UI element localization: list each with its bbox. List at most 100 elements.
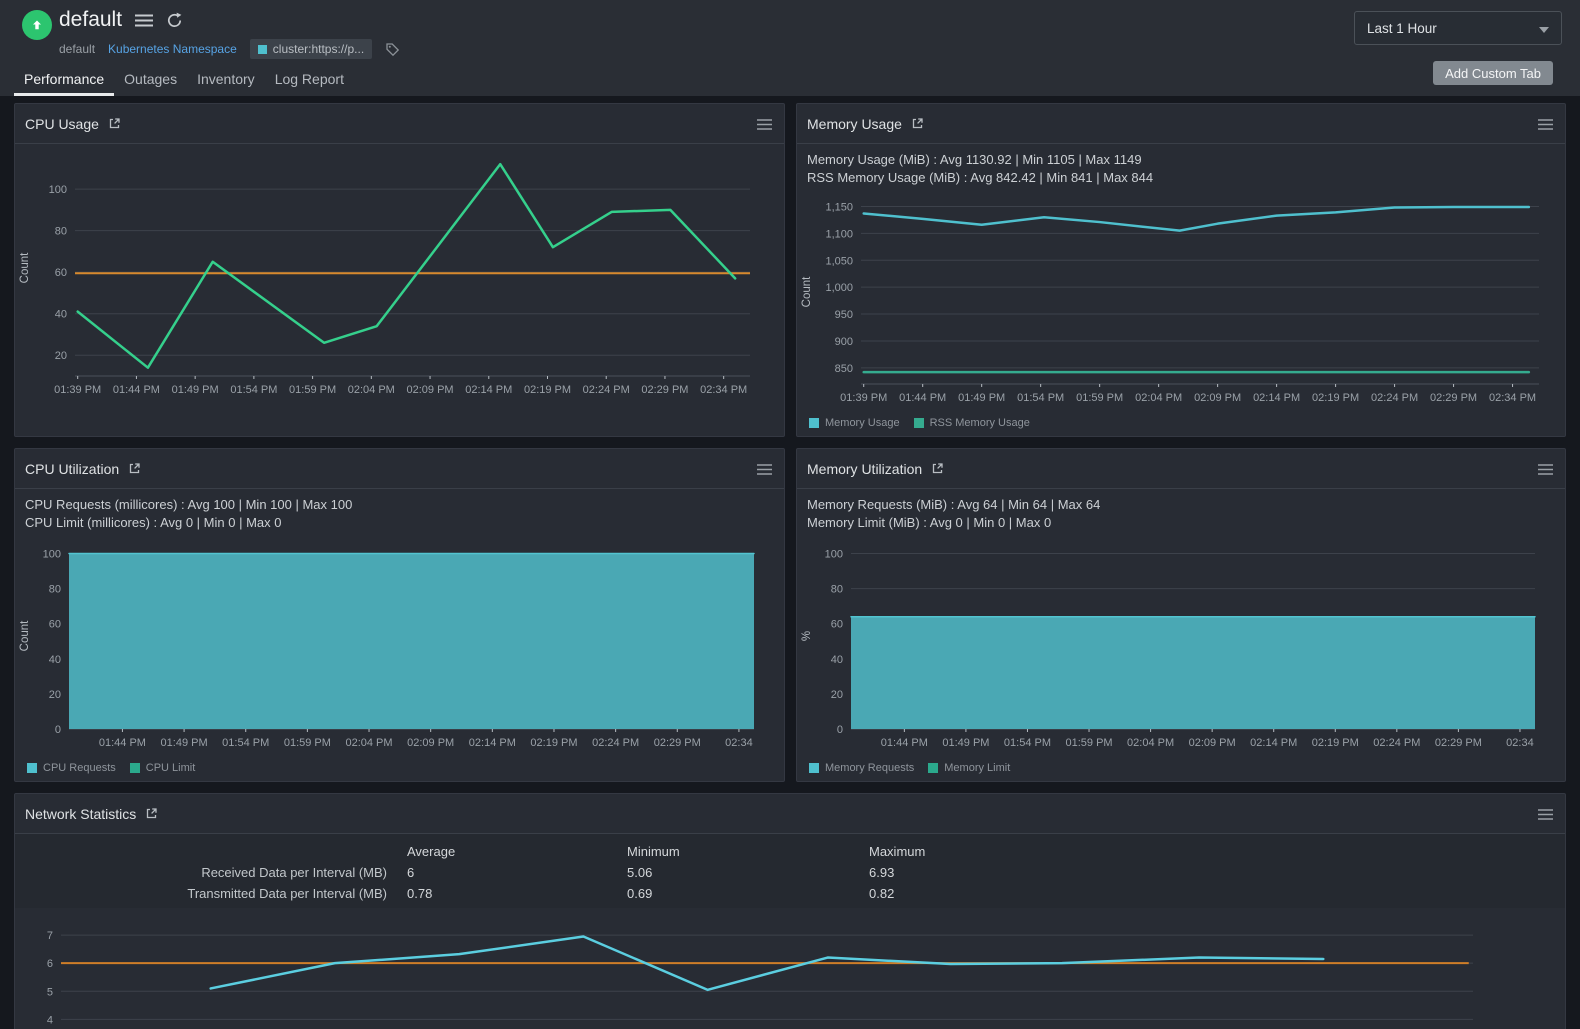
stat-line: Memory Usage (MiB) : Avg 1130.92 | Min 1… — [807, 152, 1142, 167]
svg-text:02:04 PM: 02:04 PM — [345, 737, 392, 749]
svg-text:1,050: 1,050 — [825, 255, 853, 267]
cell-value: 6.93 — [869, 865, 895, 880]
legend-item-memory-limit[interactable]: Memory Limit — [928, 762, 1010, 774]
memory-usage-legend: Memory Usage RSS Memory Usage — [797, 412, 1565, 429]
panel-menu-icon[interactable] — [757, 462, 772, 480]
table-row-received-data: Received Data per Interval (MB) 6 5.06 6… — [15, 862, 1565, 883]
memory-usage-chart: 850 900 950 1,000 1,050 1,100 1,150 01:39 PM 01:… — [797, 190, 1565, 412]
cell-value: 6 — [407, 865, 415, 880]
dashboard-content: CPU Usage 20 40 60 80 100 01:39 PM 01:44 PM 01:… — [0, 96, 1580, 1029]
monitor-title: default — [59, 8, 123, 31]
panel-title: Memory Usage — [807, 115, 902, 132]
svg-text:01:59 PM: 01:59 PM — [284, 737, 331, 749]
svg-text:7: 7 — [47, 930, 53, 942]
tab-bar: Performance Outages Inventory Log Report — [14, 71, 354, 96]
svg-text:01:49 PM: 01:49 PM — [172, 384, 219, 396]
memory-utilization-stats: Memory Requests (MiB) : Avg 64 | Min 64 … — [797, 489, 1565, 535]
panel-title: Memory Utilization — [807, 460, 923, 477]
svg-text:02:19 PM: 02:19 PM — [530, 737, 577, 749]
stat-line: Memory Requests (MiB) : Avg 64 | Min 64 … — [807, 497, 1101, 512]
legend-label: CPU Limit — [145, 762, 196, 775]
monitor-status-icon — [22, 10, 52, 40]
stat-line: CPU Requests (millicores) : Avg 100 | Mi… — [25, 497, 353, 512]
tab-outages[interactable]: Outages — [124, 71, 178, 87]
expand-chart-icon[interactable] — [128, 462, 141, 475]
legend-label: Memory Limit — [944, 762, 1011, 775]
svg-text:60: 60 — [49, 619, 61, 631]
svg-text:100: 100 — [43, 549, 61, 561]
refresh-icon[interactable] — [166, 12, 183, 29]
svg-text:01:59 PM: 01:59 PM — [1065, 737, 1112, 749]
tab-log-report[interactable]: Log Report — [274, 71, 344, 87]
time-range-value: Last 1 Hour — [1367, 20, 1437, 36]
tab-performance[interactable]: Performance — [14, 71, 115, 96]
svg-text:80: 80 — [831, 584, 843, 596]
panel-title: CPU Utilization — [25, 460, 120, 477]
svg-text:1,150: 1,150 — [825, 202, 853, 214]
svg-text:20: 20 — [831, 689, 843, 701]
svg-text:Count: Count — [19, 252, 31, 283]
expand-chart-icon[interactable] — [145, 807, 158, 820]
svg-text:6: 6 — [47, 958, 53, 970]
row-label: Transmitted Data per Interval (MB) — [187, 886, 387, 901]
network-statistics-panel: Network Statistics Average Minimum Maxim… — [14, 793, 1566, 1029]
svg-text:02:04 PM: 02:04 PM — [1127, 737, 1174, 749]
tag-icon[interactable] — [385, 42, 400, 57]
svg-text:01:59 PM: 01:59 PM — [289, 384, 336, 396]
panel-menu-icon[interactable] — [1538, 462, 1553, 480]
svg-text:80: 80 — [49, 584, 61, 596]
time-range-dropdown[interactable]: Last 1 Hour — [1354, 11, 1562, 45]
svg-text:02:29 PM: 02:29 PM — [1430, 392, 1477, 404]
svg-text:02:14 PM: 02:14 PM — [469, 737, 516, 749]
svg-text:0: 0 — [55, 724, 61, 736]
svg-text:01:54 PM: 01:54 PM — [1017, 392, 1064, 404]
tag-label: cluster:https://p... — [272, 42, 365, 56]
svg-text:02:24 PM: 02:24 PM — [1373, 737, 1420, 749]
svg-text:Count: Count — [19, 620, 31, 651]
expand-chart-icon[interactable] — [931, 462, 944, 475]
svg-text:01:49 PM: 01:49 PM — [161, 737, 208, 749]
svg-text:5: 5 — [47, 986, 53, 998]
svg-text:60: 60 — [55, 267, 67, 279]
svg-text:100: 100 — [49, 184, 67, 196]
expand-chart-icon[interactable] — [911, 117, 924, 130]
expand-chart-icon[interactable] — [108, 117, 121, 130]
svg-text:80: 80 — [55, 226, 67, 238]
tab-inventory[interactable]: Inventory — [197, 71, 255, 87]
svg-text:02:09 PM: 02:09 PM — [407, 737, 454, 749]
svg-text:01:44 PM: 01:44 PM — [881, 737, 928, 749]
svg-text:01:39 PM: 01:39 PM — [54, 384, 101, 396]
legend-item-memory-usage[interactable]: Memory Usage — [809, 417, 900, 429]
add-custom-tab-button[interactable]: Add Custom Tab — [1433, 61, 1553, 85]
table-row-transmitted-data: Transmitted Data per Interval (MB) 0.78 … — [15, 883, 1565, 904]
svg-text:02:34: 02:34 — [1506, 737, 1534, 749]
legend-item-cpu-limit[interactable]: CPU Limit — [129, 762, 196, 775]
panel-menu-icon[interactable] — [1538, 117, 1553, 135]
cell-value: 0.69 — [627, 886, 653, 901]
top-header: default default Kubernetes Namespace clu… — [0, 0, 1580, 96]
panel-menu-icon[interactable] — [1538, 807, 1553, 825]
cpu-utilization-panel: CPU Utilization CPU Requests (millicores… — [14, 448, 785, 782]
legend-label: RSS Memory Usage — [929, 417, 1030, 430]
memory-usage-panel: Memory Usage Memory Usage (MiB) : Avg 11… — [796, 103, 1566, 437]
cluster-tag-chip[interactable]: cluster:https://p... — [249, 39, 373, 59]
svg-text:900: 900 — [835, 336, 853, 348]
legend-swatch — [129, 763, 140, 774]
cpu-utilization-stats: CPU Requests (millicores) : Avg 100 | Mi… — [15, 489, 784, 535]
panel-menu-icon[interactable] — [757, 117, 772, 135]
legend-item-memory-requests[interactable]: Memory Requests — [809, 762, 914, 774]
legend-item-rss-memory-usage[interactable]: RSS Memory Usage — [913, 417, 1030, 430]
svg-text:40: 40 — [831, 654, 843, 666]
cell-value: 0.82 — [869, 886, 895, 901]
legend-item-cpu-requests[interactable]: CPU Requests — [27, 762, 116, 774]
svg-text:40: 40 — [55, 309, 67, 321]
monitor-type-link[interactable]: Kubernetes Namespace — [108, 42, 237, 56]
legend-swatch — [809, 418, 819, 429]
svg-text:02:14 PM: 02:14 PM — [1250, 737, 1297, 749]
column-header-maximum: Maximum — [869, 843, 926, 859]
svg-text:02:14 PM: 02:14 PM — [465, 384, 512, 396]
arrow-up-icon — [33, 20, 41, 30]
svg-text:02:29 PM: 02:29 PM — [641, 384, 688, 396]
svg-text:01:44 PM: 01:44 PM — [113, 384, 160, 396]
hamburger-menu-icon[interactable] — [135, 14, 154, 27]
